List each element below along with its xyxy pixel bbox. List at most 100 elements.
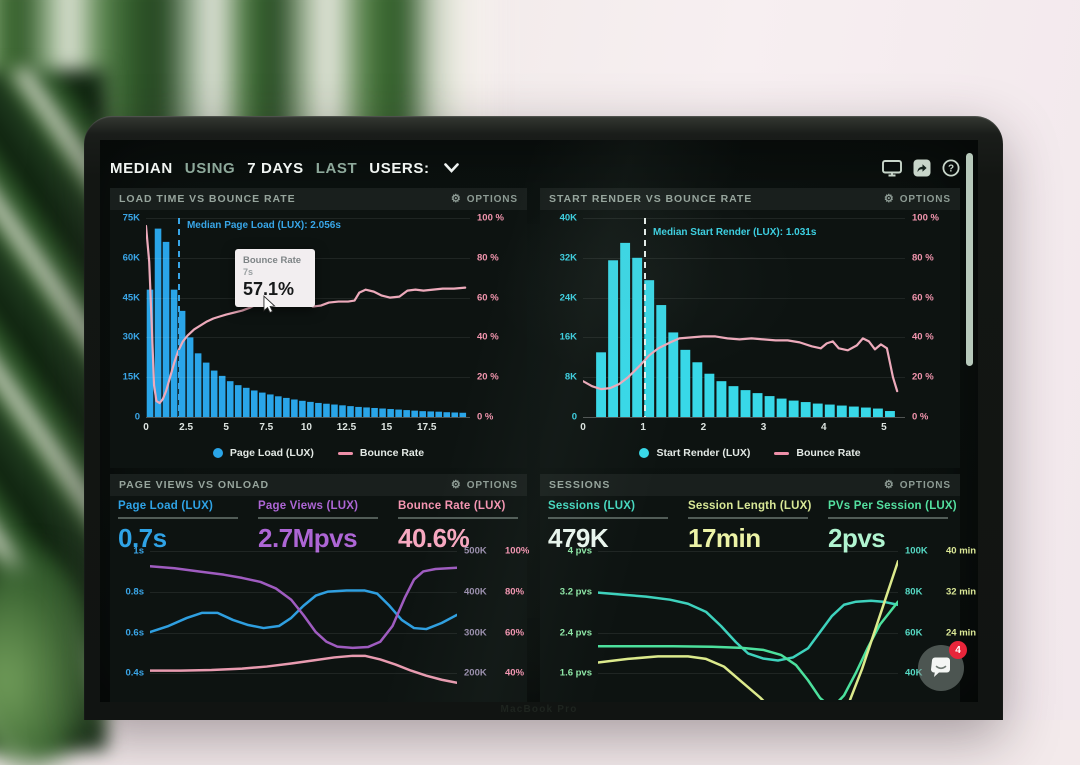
- y-axis-tick: 30K: [122, 331, 140, 343]
- chart-canvas: [146, 218, 470, 417]
- share-icon[interactable]: [913, 159, 931, 177]
- x-axis-tick: 15: [381, 422, 393, 433]
- metric-label: Sessions (LUX): [548, 500, 636, 512]
- header-segment: 7 DAYS: [247, 159, 304, 177]
- chart-legend: Start Render (LUX) Bounce Rate: [540, 447, 960, 459]
- tooltip-title: Bounce Rate: [243, 255, 302, 266]
- options-button[interactable]: ⚙ OPTIONS: [451, 479, 518, 491]
- header-icons: ?: [882, 159, 960, 177]
- options-label: OPTIONS: [899, 193, 951, 205]
- y-axis-tick: 1s: [133, 545, 144, 557]
- options-button[interactable]: ⚙ OPTIONS: [450, 192, 518, 205]
- y-axis-tick: 0.4s: [125, 667, 145, 679]
- chat-widget-button[interactable]: 4: [918, 641, 967, 691]
- display-icon[interactable]: [882, 159, 902, 177]
- metric-label: Page Load (LUX): [118, 500, 214, 512]
- metric: Sessions (LUX) 479K: [548, 500, 688, 554]
- y-axis-tick: 100K 40 min: [905, 545, 977, 557]
- legend-item: Start Render (LUX): [639, 447, 750, 459]
- gridline: [583, 417, 905, 418]
- options-button[interactable]: ⚙ OPTIONS: [884, 193, 951, 205]
- x-axis-tick: 1: [640, 422, 646, 433]
- y-axis-tick: 400K 80%: [464, 586, 525, 598]
- gear-icon: ⚙: [450, 192, 462, 205]
- y-axis-tick: 60 %: [477, 292, 499, 304]
- y-axis-left: 1s 0.8s 0.6s 0.4s: [110, 545, 150, 700]
- chart-plot-area[interactable]: 0 1 2 3 4 5 Median Start Render (LUX): 1.031s: [580, 218, 905, 433]
- median-label: Median Page Load (LUX): 2.056s: [186, 220, 341, 231]
- legend-dot-marker: [212, 448, 223, 458]
- x-axis-tick: 17.5: [416, 422, 437, 433]
- header-segment: USERS:: [369, 159, 430, 177]
- app-header: MEDIAN USING 7 DAYS LAST USERS: ?: [110, 154, 960, 182]
- sessions-chart: 4 pvs 3.2 pvs 2.4 pvs 1.6 pvs 100K 40 min 80K…: [540, 546, 976, 700]
- x-axis-tick: 3: [760, 422, 767, 433]
- y-axis-right: 100 % 80 % 60 % 40 % 20 % 0 %: [905, 213, 960, 423]
- metric-label: Bounce Rate (LUX): [398, 500, 506, 512]
- legend-item: Bounce Rate: [774, 447, 861, 459]
- y-axis-tick: 40K: [559, 212, 577, 224]
- tooltip-subtitle: 7s: [243, 267, 254, 277]
- y-axis-tick: 0: [571, 411, 577, 423]
- gridline: [583, 257, 905, 259]
- chart-plot-area[interactable]: [598, 548, 898, 700]
- panel-header: PAGE VIEWS VS ONLOAD ⚙ OPTIONS: [110, 474, 527, 496]
- median-label: Median Start Render (LUX): 1.031s: [653, 227, 817, 238]
- y-axis-tick: 500K 100%: [464, 545, 530, 557]
- help-icon[interactable]: ?: [942, 159, 960, 177]
- panel-header: SESSIONS ⚙ OPTIONS: [540, 474, 960, 496]
- load-time-chart: 75K 60K 45K 30K 15K 0 0 2.5 5 7.5 10 12.5 15 17.5 Bo…: [110, 213, 527, 434]
- chart-plot-area[interactable]: 0 2.5 5 7.5 10 12.5 15 17.5 Bounce Rate 7s 57.1…: [143, 218, 470, 433]
- gridline: [150, 672, 457, 674]
- y-axis-left: 75K 60K 45K 30K 15K 0: [110, 213, 146, 423]
- page-views-chart: 1s 0.8s 0.6s 0.4s 500K 100% 400K 80% 300K 60% 200…: [110, 545, 530, 700]
- y-axis-tick: 80 %: [912, 252, 934, 264]
- y-axis-tick: 16K: [559, 331, 577, 343]
- header-segment: MEDIAN: [110, 159, 173, 177]
- metric: Bounce Rate (LUX) 40.6%: [398, 500, 538, 554]
- gridline: [150, 592, 457, 594]
- users-filter-dropdown[interactable]: MEDIAN USING 7 DAYS LAST USERS:: [110, 160, 459, 177]
- x-axis: 0 2.5 5 7.5 10 12.5 15 17.5: [143, 422, 470, 434]
- chat-unread-badge: 4: [949, 641, 967, 659]
- legend-line-marker: [774, 451, 790, 455]
- metric-label: Session Length (LUX): [688, 500, 812, 512]
- x-axis-tick: 0: [580, 422, 586, 433]
- tooltip: Bounce Rate 7s 57.1%: [235, 249, 315, 307]
- panel-header: START RENDER VS BOUNCE RATE ⚙ OPTIONS: [540, 188, 960, 210]
- metric-value: 17min: [688, 523, 761, 553]
- gridline: [146, 337, 470, 339]
- start-render-chart: 40K 32K 24K 16K 8K 0 0 1 2 3 4 5 Median Start Rend…: [540, 213, 960, 434]
- metric: Page Load (LUX) 0.7s: [118, 500, 258, 554]
- gridline: [146, 218, 470, 219]
- y-axis-tick: 100 %: [477, 212, 504, 224]
- legend-label: Page Load (LUX): [229, 447, 314, 459]
- y-axis-tick: 3.2 pvs: [559, 586, 592, 598]
- y-axis-tick: 0.8s: [125, 586, 145, 598]
- metrics-row: Sessions (LUX) 479K Session Length (LUX) 17…: [548, 500, 958, 554]
- y-axis-tick: 24K: [559, 292, 577, 304]
- panel-title: PAGE VIEWS VS ONLOAD: [119, 479, 270, 491]
- metric-value: 0.7s: [118, 523, 167, 553]
- panel-start-render-vs-bounce-rate: START RENDER VS BOUNCE RATE ⚙ OPTIONS 40…: [540, 188, 960, 468]
- gridline: [146, 377, 470, 379]
- y-axis-tick: 300K 60%: [464, 627, 525, 639]
- x-axis-tick: 7.5: [259, 422, 274, 433]
- dashboard-screen: MEDIAN USING 7 DAYS LAST USERS: ? LOAD TIME …: [100, 140, 978, 702]
- metric-value: 479K: [548, 523, 609, 553]
- median-line: [177, 218, 180, 417]
- y-axis-tick: 60 %: [912, 292, 934, 304]
- scrollbar[interactable]: [966, 153, 973, 366]
- chart-plot-area[interactable]: [150, 548, 457, 700]
- gridline: [150, 633, 457, 635]
- chart-canvas: [150, 548, 457, 700]
- x-axis: 0 1 2 3 4 5: [580, 422, 905, 434]
- chat-bubble-icon: [931, 657, 950, 677]
- options-button[interactable]: ⚙ OPTIONS: [884, 479, 951, 491]
- svg-text:?: ?: [948, 164, 954, 175]
- gridline: [598, 633, 898, 635]
- y-axis-tick: 40 %: [477, 331, 499, 343]
- x-axis-tick: 0: [143, 422, 149, 433]
- panel-sessions: SESSIONS ⚙ OPTIONS Sessions (LUX) 479K Ses…: [540, 474, 976, 702]
- y-axis-right: 100K 40 min 80K 32 min 60K 24 min 40K: [898, 546, 976, 700]
